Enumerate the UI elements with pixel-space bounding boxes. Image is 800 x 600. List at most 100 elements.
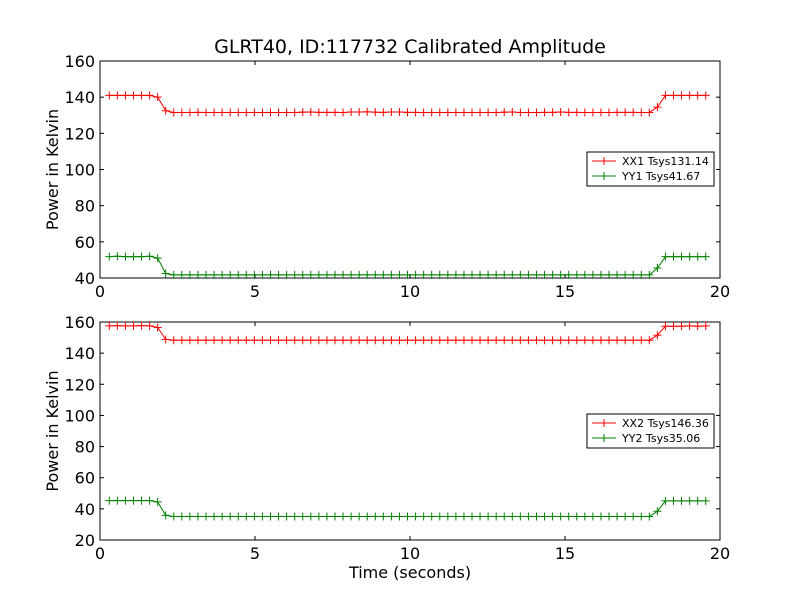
data-point — [234, 108, 243, 117]
data-point — [274, 270, 283, 279]
data-point — [548, 512, 557, 521]
data-point — [508, 270, 517, 279]
data-point — [403, 512, 412, 521]
data-point — [363, 336, 372, 345]
data-point — [387, 336, 396, 345]
data-point — [669, 91, 678, 100]
data-point — [298, 512, 307, 521]
data-point — [347, 512, 356, 521]
data-point — [185, 270, 194, 279]
data-point — [661, 496, 670, 505]
data-point — [161, 511, 170, 520]
data-point — [258, 512, 267, 521]
data-point — [234, 512, 243, 521]
data-point — [371, 512, 380, 521]
data-point — [500, 512, 509, 521]
data-point — [153, 323, 162, 332]
data-point — [210, 270, 219, 279]
data-point — [169, 512, 178, 521]
data-point — [443, 512, 452, 521]
data-point — [113, 252, 122, 261]
data-point — [129, 91, 138, 100]
data-point — [484, 270, 493, 279]
y-tick-label: 60 — [75, 469, 95, 488]
y-tick-label: 80 — [75, 197, 95, 216]
data-point — [661, 91, 670, 100]
x-tick-label: 0 — [95, 282, 105, 301]
data-point — [419, 512, 428, 521]
data-point — [169, 270, 178, 279]
data-point — [524, 270, 533, 279]
data-point — [266, 270, 275, 279]
data-point — [411, 270, 420, 279]
data-point — [339, 512, 348, 521]
data-point — [500, 270, 509, 279]
data-point — [250, 108, 259, 117]
data-point — [395, 107, 404, 116]
data-point — [218, 108, 227, 117]
data-point — [153, 497, 162, 506]
data-point — [669, 252, 678, 261]
data-point — [637, 512, 646, 521]
data-point — [468, 108, 476, 117]
data-point — [645, 336, 654, 345]
data-point — [427, 108, 436, 117]
data-point — [161, 269, 170, 278]
data-point — [242, 336, 251, 345]
data-point — [484, 108, 493, 117]
data-point — [427, 512, 436, 521]
data-point — [387, 270, 396, 279]
data-point — [540, 512, 549, 521]
data-point — [185, 108, 194, 117]
data-point — [145, 252, 154, 261]
x-tick-label: 15 — [555, 282, 575, 301]
data-point — [371, 270, 380, 279]
data-point — [588, 108, 597, 117]
data-point — [605, 108, 614, 117]
data-point — [435, 336, 444, 345]
data-point — [339, 336, 348, 345]
data-point — [105, 252, 114, 261]
data-point — [532, 512, 541, 521]
y-tick-label: 160 — [64, 52, 95, 71]
data-point — [540, 108, 549, 117]
data-point — [564, 108, 573, 117]
data-point — [516, 108, 525, 117]
data-point — [226, 336, 235, 345]
data-point — [185, 336, 194, 345]
data-point — [637, 336, 646, 345]
data-point — [588, 336, 597, 345]
data-point — [621, 336, 630, 345]
data-point — [322, 270, 331, 279]
data-point — [419, 336, 428, 345]
data-point — [492, 512, 501, 521]
legend-label: XX1 Tsys131.14 — [622, 155, 709, 168]
data-point — [476, 512, 485, 521]
data-point — [532, 108, 541, 117]
data-point — [524, 512, 533, 521]
data-point — [669, 322, 678, 331]
data-point — [451, 270, 460, 279]
data-point — [637, 270, 646, 279]
data-point — [314, 336, 323, 345]
data-point — [516, 270, 525, 279]
data-point — [459, 336, 468, 345]
data-point — [274, 108, 283, 117]
y-tick-label: 40 — [75, 269, 95, 288]
data-point — [290, 512, 299, 521]
data-point — [459, 270, 468, 279]
data-point — [564, 512, 573, 521]
data-point — [282, 108, 291, 117]
x-tick-label: 5 — [250, 282, 260, 301]
data-point — [403, 270, 412, 279]
data-point — [677, 496, 686, 505]
data-point — [355, 270, 364, 279]
data-point — [524, 108, 533, 117]
data-point — [596, 336, 605, 345]
data-point — [411, 108, 420, 117]
data-point — [161, 335, 170, 344]
data-point — [379, 512, 388, 521]
data-point — [427, 270, 436, 279]
data-point — [621, 108, 630, 117]
data-point — [395, 512, 404, 521]
